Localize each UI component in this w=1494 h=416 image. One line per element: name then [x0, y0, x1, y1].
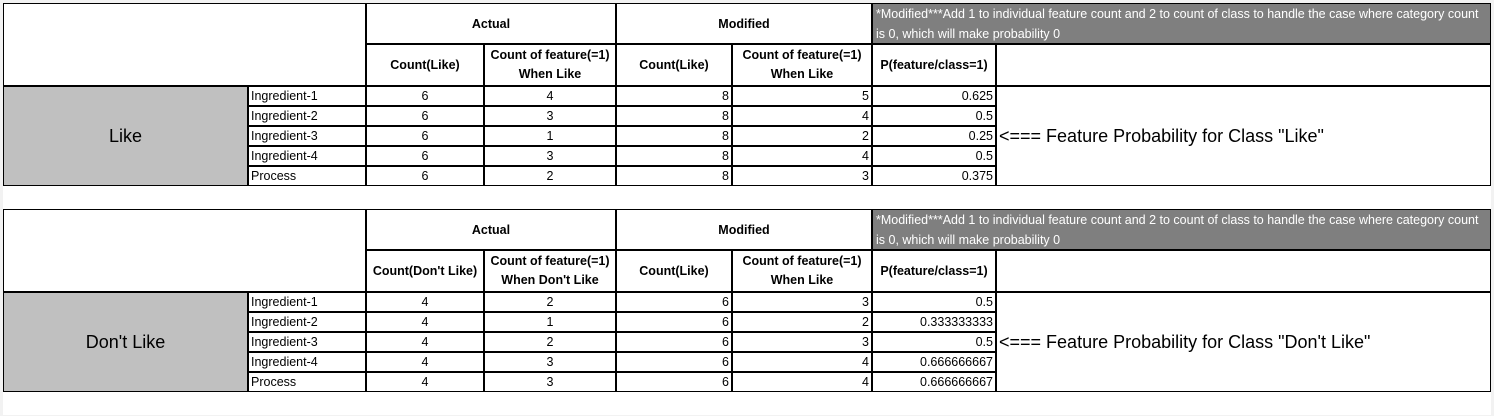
col-header-line-1: Count of feature(=1) [742, 254, 862, 268]
feature-count-cell[interactable]: 2 [484, 166, 616, 186]
col-header-line-2: When Like [770, 67, 834, 81]
modified-feature-count-cell[interactable]: 4 [732, 352, 872, 372]
col-header-line-2: When Like [770, 273, 834, 287]
modified-count-cell[interactable]: 8 [616, 126, 732, 146]
modified-count-cell[interactable]: 6 [616, 292, 732, 312]
count-cell[interactable]: 6 [366, 106, 484, 126]
feature-name-cell[interactable]: Ingredient-1 [248, 292, 366, 312]
modified-feature-count-cell[interactable]: 3 [732, 332, 872, 352]
col-header-modified-feature-count[interactable]: Count of feature(=1) When Like [732, 250, 872, 292]
feature-name-cell[interactable]: Ingredient-1 [248, 86, 366, 106]
probability-cell[interactable]: 0.5 [872, 106, 996, 126]
feature-count-cell[interactable]: 2 [484, 292, 616, 312]
probability-cell[interactable]: 0.25 [872, 126, 996, 146]
probability-cell[interactable]: 0.666666667 [872, 372, 996, 392]
modified-feature-count-cell[interactable]: 4 [732, 106, 872, 126]
feature-count-cell[interactable]: 3 [484, 106, 616, 126]
empty-header-right [996, 44, 1491, 86]
probability-cell[interactable]: 0.5 [872, 146, 996, 166]
feature-name-cell[interactable]: Ingredient-4 [248, 352, 366, 372]
col-header-line-1: Count of feature(=1) [742, 48, 862, 62]
probability-cell[interactable]: 0.333333333 [872, 312, 996, 332]
modified-count-cell[interactable]: 6 [616, 352, 732, 372]
col-header-count[interactable]: Count(Don't Like) [366, 250, 484, 292]
modified-feature-count-cell[interactable]: 3 [732, 166, 872, 186]
feature-name-cell[interactable]: Ingredient-3 [248, 126, 366, 146]
empty-header-cell [3, 3, 366, 86]
modified-count-cell[interactable]: 8 [616, 86, 732, 106]
modified-count-cell[interactable]: 6 [616, 312, 732, 332]
probability-cell[interactable]: 0.625 [872, 86, 996, 106]
probability-cell[interactable]: 0.666666667 [872, 352, 996, 372]
count-cell[interactable]: 6 [366, 146, 484, 166]
col-header-line-1: Count of feature(=1) [490, 254, 610, 268]
feature-count-cell[interactable]: 3 [484, 146, 616, 166]
class-label-cell: Don't Like [3, 292, 248, 392]
modified-feature-count-cell[interactable]: 2 [732, 312, 872, 332]
group-header-modified: Modified [616, 3, 872, 44]
feature-count-cell[interactable]: 3 [484, 352, 616, 372]
group-header-modified: Modified [616, 209, 872, 250]
col-header-line-1: Count of feature(=1) [490, 48, 610, 62]
table-block-2: Actual Modified *Modified***Add 1 to indiv… [3, 209, 1491, 415]
modified-count-cell[interactable]: 8 [616, 166, 732, 186]
feature-name-cell[interactable]: Process [248, 372, 366, 392]
class-label-cell: Like [3, 86, 248, 186]
modified-feature-count-cell[interactable]: 3 [732, 292, 872, 312]
feature-count-cell[interactable]: 1 [484, 126, 616, 146]
col-header-modified-count[interactable]: Count(Like) [616, 44, 732, 86]
modified-count-cell[interactable]: 6 [616, 372, 732, 392]
count-cell[interactable]: 6 [366, 126, 484, 146]
col-header-modified-feature-count[interactable]: Count of feature(=1) When Like [732, 44, 872, 86]
modified-count-cell[interactable]: 8 [616, 146, 732, 166]
annotation-cell: <=== Feature Probability for Class "Don'… [996, 292, 1491, 392]
feature-count-cell[interactable]: 3 [484, 372, 616, 392]
count-cell[interactable]: 4 [366, 312, 484, 332]
count-cell[interactable]: 4 [366, 372, 484, 392]
empty-header-cell [3, 209, 366, 292]
probability-cell[interactable]: 0.5 [872, 292, 996, 312]
count-cell[interactable]: 6 [366, 86, 484, 106]
col-header-feature-count[interactable]: Count of feature(=1) When Don't Like [484, 250, 616, 292]
table-block-1: Actual Modified *Modified***Add 1 to indiv… [3, 3, 1491, 209]
feature-name-cell[interactable]: Ingredient-3 [248, 332, 366, 352]
feature-name-cell[interactable]: Ingredient-2 [248, 312, 366, 332]
probability-cell[interactable]: 0.5 [872, 332, 996, 352]
group-header-actual: Actual [366, 209, 616, 250]
group-header-actual: Actual [366, 3, 616, 44]
probability-cell[interactable]: 0.375 [872, 166, 996, 186]
count-cell[interactable]: 4 [366, 292, 484, 312]
modified-note: *Modified***Add 1 to individual feature … [872, 209, 1491, 250]
col-header-line-2: When Don't Like [501, 273, 599, 287]
empty-header-right [996, 250, 1491, 292]
feature-name-cell[interactable]: Process [248, 166, 366, 186]
modified-feature-count-cell[interactable]: 4 [732, 372, 872, 392]
col-header-line-2: When Like [518, 67, 582, 81]
feature-count-cell[interactable]: 2 [484, 332, 616, 352]
modified-note: *Modified***Add 1 to individual feature … [872, 3, 1491, 44]
modified-feature-count-cell[interactable]: 2 [732, 126, 872, 146]
count-cell[interactable]: 4 [366, 352, 484, 372]
modified-count-cell[interactable]: 6 [616, 332, 732, 352]
feature-count-cell[interactable]: 4 [484, 86, 616, 106]
col-header-probability[interactable]: P(feature/class=1) [872, 44, 996, 86]
feature-name-cell[interactable]: Ingredient-2 [248, 106, 366, 126]
modified-feature-count-cell[interactable]: 4 [732, 146, 872, 166]
feature-name-cell[interactable]: Ingredient-4 [248, 146, 366, 166]
feature-count-cell[interactable]: 1 [484, 312, 616, 332]
count-cell[interactable]: 4 [366, 332, 484, 352]
col-header-modified-count[interactable]: Count(Like) [616, 250, 732, 292]
modified-feature-count-cell[interactable]: 5 [732, 86, 872, 106]
col-header-feature-count[interactable]: Count of feature(=1) When Like [484, 44, 616, 86]
col-header-probability[interactable]: P(feature/class=1) [872, 250, 996, 292]
modified-count-cell[interactable]: 8 [616, 106, 732, 126]
annotation-cell: <=== Feature Probability for Class "Like… [996, 86, 1491, 186]
col-header-count[interactable]: Count(Like) [366, 44, 484, 86]
count-cell[interactable]: 6 [366, 166, 484, 186]
